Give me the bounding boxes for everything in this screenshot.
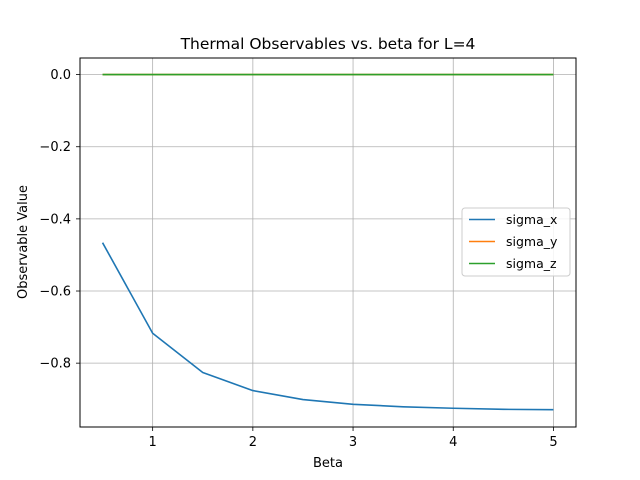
legend-box <box>461 207 571 277</box>
legend-label: sigma_y <box>506 234 558 249</box>
axis-ticks: 1 2 3 4 5 0.0 −0.2 −0.4 −0.6 −0.8 <box>39 68 557 450</box>
legend-label: sigma_x <box>506 212 557 227</box>
y-tick-label: 0.0 <box>50 68 71 83</box>
legend: sigma_x sigma_y sigma_z <box>461 207 571 277</box>
series-line-sigma-x <box>101 242 554 411</box>
plot-frame <box>79 57 577 428</box>
chart-title: Thermal Observables vs. beta for L=4 <box>180 35 476 53</box>
x-tick-label: 2 <box>249 435 257 450</box>
y-axis-title: Observable Value <box>16 185 31 299</box>
legend-label: sigma_z <box>506 256 557 271</box>
y-tick-label: −0.4 <box>39 212 71 227</box>
plot-series <box>101 73 554 411</box>
x-tick-label: 4 <box>449 435 457 450</box>
y-tick-label: −0.8 <box>39 357 71 372</box>
x-axis-title: Beta <box>313 456 343 471</box>
x-tick-label: 1 <box>149 435 157 450</box>
x-tick-label: 3 <box>349 435 357 450</box>
x-tick-label: 5 <box>549 435 557 450</box>
y-tick-label: −0.2 <box>39 140 71 155</box>
y-tick-label: −0.6 <box>39 285 71 300</box>
